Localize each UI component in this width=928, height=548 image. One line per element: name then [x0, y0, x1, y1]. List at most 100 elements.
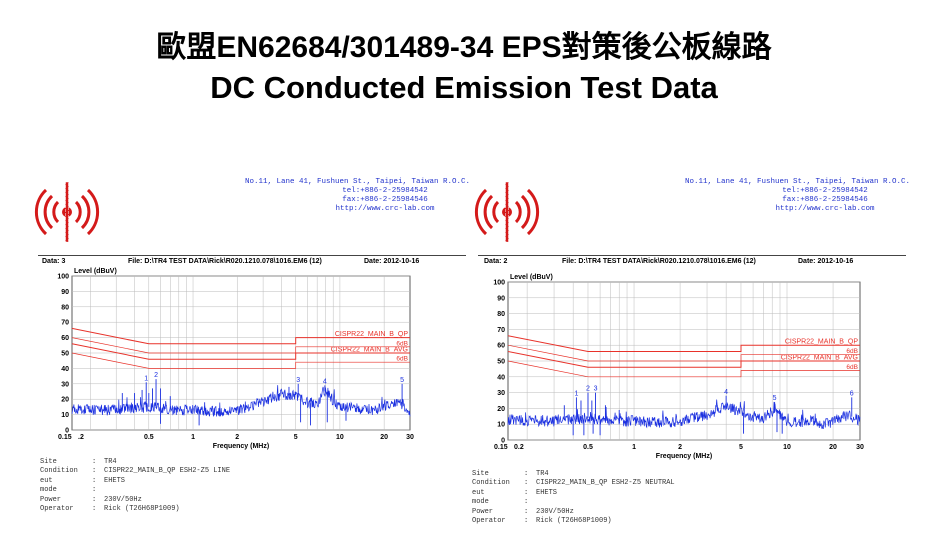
header-divider — [38, 255, 466, 256]
y-tick-label: 60 — [61, 335, 69, 342]
limit-label: CISPR22_MAIN_B_AVG — [331, 347, 408, 354]
info-row: mode: — [472, 498, 675, 507]
x-tick-label: 10 — [783, 444, 791, 451]
peak-marker: 2 — [586, 386, 590, 393]
y-tick-label: 50 — [61, 351, 69, 358]
y-tick-label: 60 — [497, 343, 505, 350]
lab-address: No.11, Lane 41, Fushuen St., Taipei, Tai… — [670, 178, 910, 214]
x-tick-label: 2 — [235, 434, 239, 441]
info-row: Site: TR4 — [472, 470, 675, 479]
data-label: Data: 3 — [42, 258, 66, 265]
peak-marker: 5 — [773, 395, 777, 402]
info-separator: : — [92, 467, 97, 476]
lab-address: No.11, Lane 41, Fushuen St., Taipei, Tai… — [230, 178, 470, 214]
info-value: CISPR22_MAIN_B_QP ESH2-Z5 LINE — [104, 467, 231, 476]
info-separator: : — [524, 488, 529, 497]
info-row: mode: — [40, 486, 230, 495]
info-key: eut — [40, 476, 53, 485]
y-tick-label: 100 — [493, 280, 505, 287]
info-key: Operator — [472, 517, 506, 526]
website-link[interactable]: http://www.crc-lab.com — [775, 205, 875, 213]
info-value: TR4 — [536, 470, 549, 478]
limit-line — [507, 360, 860, 378]
info-key: mode — [472, 498, 489, 507]
tel-line: tel:+886-2-25984542 — [782, 187, 868, 195]
info-key: Site — [472, 470, 489, 478]
y-axis-label: Level (dBuV) — [510, 274, 553, 281]
info-key: Power — [40, 495, 62, 504]
y-tick-label: 90 — [61, 289, 69, 296]
y-tick-label: 90 — [497, 295, 505, 302]
emission-trace — [507, 399, 861, 430]
peak-marker: 4 — [724, 389, 728, 396]
test-conditions: Site: TR4 Condition: CISPR22_MAIN_B_QP ESH2… — [472, 470, 675, 526]
y-tick-label: 30 — [497, 390, 505, 397]
info-separator: : — [92, 495, 97, 504]
emission-chart: 0 10 20 30 40 50 60 70 80 90 100 0.15 0.2 0.5 1 2 5 10 20 3… — [493, 274, 864, 460]
info-value: CISPR22_MAIN_B_QP ESH2-Z5 NEUTRAL — [536, 479, 675, 488]
website-link[interactable]: http://www.crc-lab.com — [335, 205, 435, 213]
limit-label: 6dB — [846, 348, 858, 355]
limit-label: CISPR22_MAIN_B_QP — [785, 339, 858, 346]
data-label: Data: 2 — [484, 258, 508, 265]
limit-line — [71, 327, 410, 345]
test-report-right: No.11, Lane 41, Fushuen St., Taipei, Tai… — [472, 178, 910, 538]
peak-marker: 3 — [296, 377, 300, 384]
info-value: TR4 — [104, 458, 117, 466]
info-row: Operator: Rick (T26H68P1009) — [472, 517, 675, 526]
header-divider — [478, 255, 906, 256]
x-axis-label: Frequency (MHz) — [213, 443, 269, 450]
x-tick-label: 30 — [856, 444, 864, 451]
info-separator: : — [92, 505, 97, 514]
x-tick-label: 0.5 — [144, 434, 154, 441]
limit-label: 6dB — [396, 340, 408, 347]
info-row: eut: EHETS — [40, 477, 230, 486]
y-tick-label: 50 — [497, 359, 505, 366]
x-tick-label: 1 — [191, 434, 195, 441]
limit-label: 6dB — [846, 364, 858, 371]
limit-line — [507, 351, 860, 368]
x-tick-label: 0.15 — [58, 434, 72, 441]
info-separator: : — [524, 479, 529, 488]
y-tick-label: 100 — [57, 274, 69, 281]
limit-line — [507, 335, 860, 352]
y-tick-label: 40 — [61, 366, 69, 373]
fax-line: fax:+886-2-25984546 — [782, 196, 868, 204]
y-tick-label: 80 — [497, 311, 505, 318]
x-tick-label: 0.5 — [583, 444, 593, 451]
peak-marker: 1 — [574, 390, 578, 397]
info-key: Condition — [40, 467, 78, 476]
test-conditions: Site: TR4 Condition: CISPR22_MAIN_B_QP ESH2… — [40, 458, 230, 514]
y-tick-label: 70 — [497, 327, 505, 334]
info-separator: : — [92, 458, 97, 466]
info-separator: : — [524, 470, 529, 478]
x-tick-label: .2 — [78, 434, 84, 441]
y-tick-label: 0 — [65, 428, 69, 435]
info-key: Operator — [40, 505, 74, 514]
limit-label: CISPR22_MAIN_B_QP — [335, 331, 408, 338]
info-key: eut — [472, 488, 485, 497]
peak-marker: 6 — [850, 390, 854, 397]
peak-marker: 5 — [400, 377, 404, 384]
address-line: No.11, Lane 41, Fushuen St., Taipei, Tai… — [684, 178, 910, 186]
peak-marker: 3 — [594, 386, 598, 393]
info-row: Condition: CISPR22_MAIN_B_QP ESH2-Z5 LINE — [40, 467, 230, 476]
info-key: Site — [40, 458, 57, 466]
y-tick-label: 80 — [61, 304, 69, 311]
x-tick-label: 5 — [739, 444, 743, 451]
peak-marker: 2 — [154, 372, 158, 379]
date-label: Date: 2012-10-16 — [364, 258, 420, 265]
x-tick-label: 20 — [380, 434, 388, 441]
x-tick-label: 0.15 — [494, 444, 508, 451]
limit-label: 6dB — [396, 356, 408, 363]
y-axis-label: Level (dBuV) — [74, 268, 117, 275]
y-tick-label: 0 — [501, 438, 505, 445]
x-tick-label: 20 — [829, 444, 837, 451]
y-tick-label: 10 — [61, 412, 69, 419]
info-row: Condition: CISPR22_MAIN_B_QP ESH2-Z5 NEUT… — [472, 479, 675, 488]
x-tick-label: 30 — [406, 434, 414, 441]
info-separator: : — [524, 507, 529, 516]
y-tick-label: 70 — [61, 320, 69, 327]
info-key: Power — [472, 507, 494, 516]
